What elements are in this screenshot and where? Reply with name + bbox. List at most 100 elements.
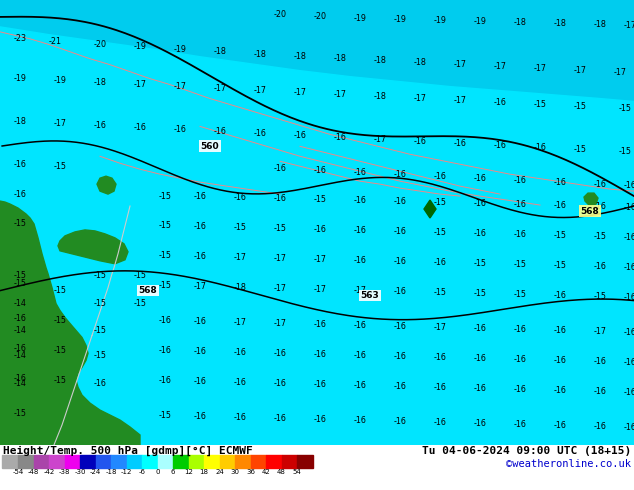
Text: -17: -17	[453, 60, 467, 69]
Text: -18: -18	[254, 50, 266, 59]
Text: -16: -16	[624, 263, 634, 272]
Text: -16: -16	[434, 172, 446, 181]
Text: 560: 560	[201, 142, 219, 151]
Text: -16: -16	[394, 196, 406, 206]
Text: -16: -16	[394, 322, 406, 331]
Text: -16: -16	[394, 352, 406, 361]
Text: -15: -15	[574, 145, 586, 154]
Text: -15: -15	[53, 162, 67, 171]
Text: -16: -16	[624, 358, 634, 367]
Bar	[219, 455, 235, 468]
Text: -16: -16	[214, 127, 226, 136]
Text: -16: -16	[413, 137, 427, 146]
Text: -18: -18	[233, 283, 247, 292]
Text: -16: -16	[593, 262, 607, 271]
Text: -15: -15	[514, 290, 526, 299]
Text: -48: -48	[28, 469, 39, 475]
Text: -6: -6	[138, 469, 145, 475]
Text: -16: -16	[514, 199, 526, 209]
Text: -15: -15	[93, 299, 107, 308]
Text: -18: -18	[373, 56, 387, 65]
Text: -16: -16	[354, 351, 366, 360]
Text: -30: -30	[74, 469, 86, 475]
Polygon shape	[0, 0, 634, 221]
Text: -17: -17	[313, 285, 327, 294]
Text: -18: -18	[593, 21, 607, 29]
Bar	[266, 455, 281, 468]
Text: -19: -19	[53, 76, 67, 85]
Text: -15: -15	[93, 326, 107, 335]
Text: -15: -15	[13, 220, 27, 228]
Text: -18: -18	[294, 52, 306, 61]
Text: -16: -16	[553, 386, 566, 394]
Text: -16: -16	[514, 355, 526, 364]
Text: -17: -17	[294, 88, 306, 97]
Bar	[250, 455, 266, 468]
Text: -16: -16	[534, 143, 547, 152]
Text: -17: -17	[134, 80, 146, 89]
Text: -17: -17	[233, 318, 247, 327]
Text: -18: -18	[514, 19, 526, 27]
Text: -16: -16	[333, 133, 346, 142]
Text: -15: -15	[93, 271, 107, 280]
Text: -16: -16	[294, 131, 306, 140]
Text: -16: -16	[434, 417, 446, 426]
Bar	[18, 455, 34, 468]
Text: -16: -16	[624, 388, 634, 397]
Text: -17: -17	[373, 135, 387, 144]
Text: -15: -15	[93, 351, 107, 360]
Text: -21: -21	[48, 37, 61, 46]
Text: -15: -15	[158, 221, 172, 230]
Text: -16: -16	[514, 385, 526, 393]
Polygon shape	[0, 0, 634, 101]
Text: -18: -18	[105, 469, 117, 475]
Text: -54: -54	[13, 469, 23, 475]
Text: -17: -17	[623, 22, 634, 30]
Text: -16: -16	[593, 180, 607, 189]
Text: -16: -16	[13, 314, 27, 323]
Text: 563: 563	[361, 291, 379, 300]
Text: -15: -15	[533, 100, 547, 109]
Text: -16: -16	[233, 193, 247, 201]
Text: -38: -38	[59, 469, 70, 475]
Text: -17: -17	[254, 86, 266, 95]
Text: -17: -17	[214, 84, 226, 93]
Text: -16: -16	[553, 200, 566, 210]
Text: -16: -16	[514, 325, 526, 334]
Text: -16: -16	[314, 350, 327, 359]
Text: 6: 6	[171, 469, 175, 475]
Text: -15: -15	[53, 376, 67, 385]
Text: 42: 42	[262, 469, 270, 475]
Text: -16: -16	[193, 252, 207, 261]
Text: -16: -16	[13, 160, 27, 169]
Text: -16: -16	[474, 418, 486, 427]
Text: -42: -42	[43, 469, 55, 475]
Text: -17: -17	[273, 319, 287, 328]
Text: -16: -16	[314, 225, 327, 234]
Text: -19: -19	[13, 74, 27, 83]
Text: 30: 30	[231, 469, 240, 475]
Text: -16: -16	[493, 141, 507, 150]
Bar	[281, 455, 297, 468]
Text: -16: -16	[273, 164, 287, 172]
Text: -24: -24	[90, 469, 101, 475]
Text: 54: 54	[293, 469, 301, 475]
Text: -16: -16	[394, 416, 406, 425]
Text: -16: -16	[233, 378, 247, 387]
Text: ©weatheronline.co.uk: ©weatheronline.co.uk	[506, 459, 631, 469]
Text: 48: 48	[277, 469, 286, 475]
Text: -17: -17	[453, 96, 467, 105]
Text: 568: 568	[139, 286, 157, 295]
Bar	[157, 455, 173, 468]
Text: -19: -19	[434, 16, 446, 25]
Text: -15: -15	[619, 104, 631, 113]
Text: 18: 18	[200, 469, 209, 475]
Text: -15: -15	[574, 102, 586, 111]
Text: -19: -19	[394, 15, 406, 24]
Text: -15: -15	[134, 271, 146, 280]
Text: 36: 36	[246, 469, 255, 475]
Text: -16: -16	[158, 346, 171, 355]
Text: -17: -17	[273, 254, 287, 263]
Text: -15: -15	[233, 223, 247, 232]
Polygon shape	[584, 193, 598, 206]
